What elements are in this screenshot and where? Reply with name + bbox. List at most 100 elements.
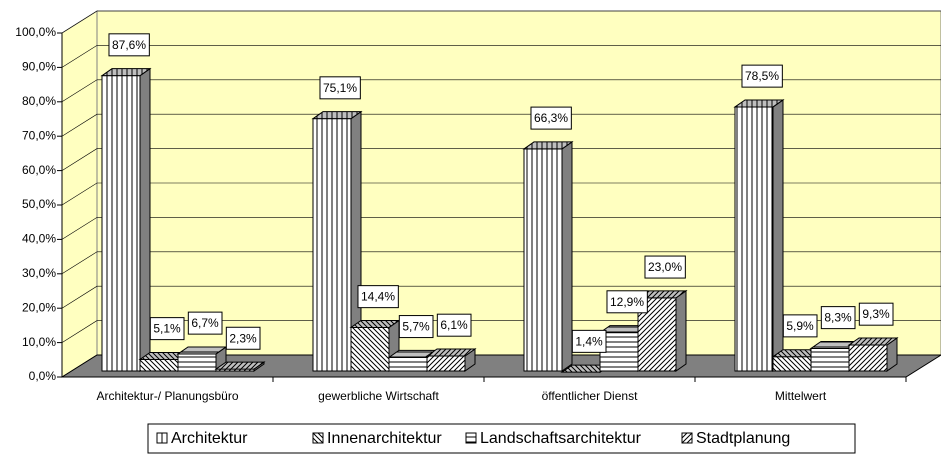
bar xyxy=(350,326,390,372)
y-tick-label: 80,0% xyxy=(22,94,56,108)
value-label-box xyxy=(530,106,572,130)
value-label-box xyxy=(571,329,607,353)
bar-top-shade xyxy=(178,346,226,354)
value-label-box xyxy=(398,315,434,339)
bar-top-shade xyxy=(600,325,648,333)
y-tick-label: 70,0% xyxy=(22,128,56,142)
bar-top-shade xyxy=(389,350,437,358)
bar xyxy=(734,106,774,372)
value-label-box xyxy=(108,33,150,57)
value-label-box xyxy=(436,313,472,337)
bar-top-shade xyxy=(216,362,264,370)
bar xyxy=(312,118,352,372)
bar-side xyxy=(139,67,151,372)
bar-top-shade xyxy=(849,338,897,346)
bar xyxy=(388,356,428,372)
bar-top-shade xyxy=(524,141,572,149)
value-label: 6,7% xyxy=(191,316,219,330)
bar xyxy=(101,75,141,372)
bar-top-shade xyxy=(735,99,783,107)
x-tick-label: gewerbliche Wirtschaft xyxy=(318,389,439,403)
grid-line xyxy=(61,113,941,137)
y-tick-label: 40,0% xyxy=(22,232,56,246)
bar-top-shade xyxy=(102,68,150,76)
value-label: 66,3% xyxy=(534,111,568,125)
bar-side xyxy=(675,289,687,372)
bar-top xyxy=(425,348,477,357)
y-tick-label: 20,0% xyxy=(22,300,56,314)
bar-top xyxy=(522,141,574,150)
legend-label: Architektur xyxy=(171,430,248,447)
bar-top xyxy=(733,99,785,108)
grid-line xyxy=(61,251,941,275)
bar-top xyxy=(100,68,152,77)
value-label-box xyxy=(187,311,223,335)
value-label: 87,6% xyxy=(112,38,146,52)
value-label-box xyxy=(820,306,856,330)
y-tick-label: 90,0% xyxy=(22,60,56,74)
value-label-box xyxy=(644,255,686,279)
y-tick-label: 100,0% xyxy=(15,25,56,39)
legend-swatch xyxy=(465,432,477,444)
bar xyxy=(177,353,217,372)
bar-top-shade xyxy=(313,111,361,119)
bar xyxy=(772,356,812,372)
y-tick-label: 60,0% xyxy=(22,163,56,177)
bar xyxy=(848,344,888,372)
value-label: 9,3% xyxy=(862,307,890,321)
bar-top-shade xyxy=(811,341,859,349)
grid-line xyxy=(61,285,941,309)
x-tick-label: öffentlicher Dienst xyxy=(542,389,638,403)
bar-top-shade xyxy=(427,349,475,357)
legend-swatch xyxy=(156,432,168,444)
bar-top-shade xyxy=(351,320,399,328)
value-label-box xyxy=(606,290,648,314)
value-label: 75,1% xyxy=(323,81,357,95)
bar-top xyxy=(214,361,266,370)
y-tick-label: 50,0% xyxy=(22,197,56,211)
value-label: 14,4% xyxy=(361,290,395,304)
bar xyxy=(139,358,179,372)
value-label: 5,9% xyxy=(786,319,814,333)
grid-line xyxy=(61,10,941,34)
bar-top xyxy=(311,111,363,120)
grid-line xyxy=(61,217,941,240)
legend-label: Stadtplanung xyxy=(696,430,790,447)
value-label-box xyxy=(858,302,894,326)
bar xyxy=(810,347,850,372)
legend-label: Landschaftsarchitektur xyxy=(480,430,642,447)
grid-line xyxy=(61,182,941,206)
y-tick-label: 30,0% xyxy=(22,266,56,280)
x-tick-label: Mittelwert xyxy=(775,389,827,403)
bar-side xyxy=(561,140,573,372)
value-label: 12,9% xyxy=(610,295,644,309)
value-label-box xyxy=(149,317,185,341)
y-tick-label: 10,0% xyxy=(22,335,56,349)
value-label: 6,1% xyxy=(440,318,468,332)
x-tick-label: Architektur-/ Planungsbüro xyxy=(96,389,238,403)
bar-side xyxy=(772,98,784,372)
value-label: 2,3% xyxy=(229,331,257,345)
value-label-box xyxy=(782,314,818,338)
grid-line xyxy=(61,148,941,171)
value-label-box xyxy=(741,64,783,88)
value-label: 78,5% xyxy=(745,69,779,83)
grid-line xyxy=(61,79,941,103)
y-tick-label: 0,0% xyxy=(29,369,57,383)
bar-top xyxy=(847,337,899,346)
legend-swatch xyxy=(681,432,693,444)
value-label: 1,4% xyxy=(575,334,603,348)
value-label: 5,7% xyxy=(402,320,430,334)
bar-top-shade xyxy=(562,365,610,373)
value-label-box xyxy=(319,76,361,100)
legend-label: Innenarchitektur xyxy=(327,430,442,447)
value-label: 5,1% xyxy=(153,322,181,336)
legend-swatch xyxy=(312,432,324,444)
bar-top-shade xyxy=(140,352,188,360)
value-label-box xyxy=(225,326,261,350)
grid-line xyxy=(61,45,941,68)
bar-top-shade xyxy=(773,349,821,357)
bar xyxy=(426,355,466,372)
bar-top-shade xyxy=(638,290,686,298)
